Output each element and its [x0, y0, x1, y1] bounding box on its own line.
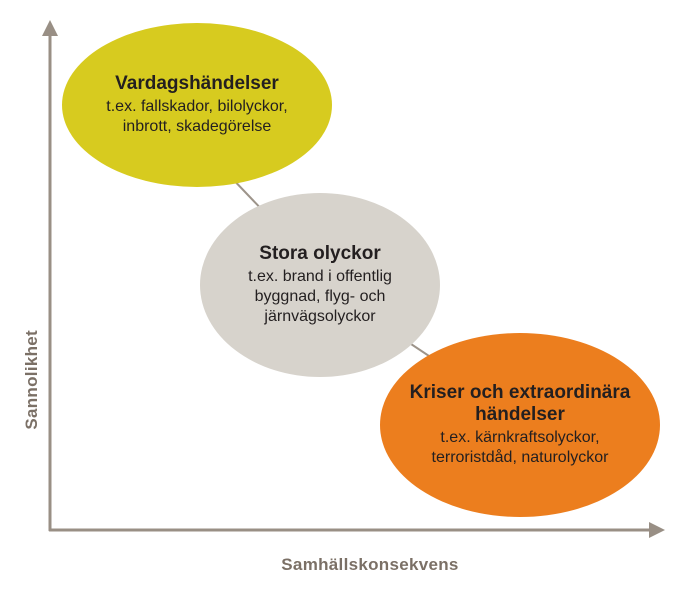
y-axis-label: Sannolikhet — [22, 330, 42, 430]
x-axis-label: Samhällskonsekvens — [245, 555, 495, 575]
diagram-canvas: Vardagshändelsert.ex. fallskador, biloly… — [0, 0, 685, 590]
axes — [0, 0, 685, 590]
